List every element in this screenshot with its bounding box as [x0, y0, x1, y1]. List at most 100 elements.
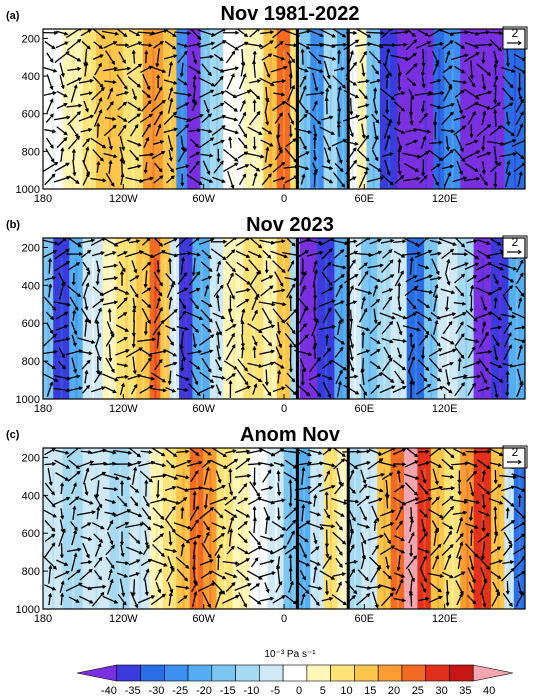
wind-arrow	[366, 31, 384, 34]
wind-arrow	[277, 471, 280, 482]
wind-arrow-head	[245, 558, 251, 562]
wind-arrow-head	[414, 453, 419, 458]
wind-arrow-head	[325, 591, 330, 596]
wind-arrow-head	[301, 592, 306, 598]
wind-arrow-head	[75, 180, 80, 184]
value-streak	[436, 468, 439, 609]
wind-arrow	[79, 92, 92, 96]
wind-arrow	[336, 582, 342, 593]
wind-arrow-head	[449, 495, 454, 500]
wind-arrow-head	[291, 530, 295, 535]
wind-arrow	[180, 62, 184, 77]
wind-arrow	[366, 473, 384, 480]
wind-arrow-head	[148, 43, 153, 48]
wind-arrow-head	[136, 239, 141, 244]
wind-arrow-head	[291, 330, 296, 335]
wind-arrow	[272, 289, 285, 293]
wind-arrow	[513, 521, 525, 530]
wind-arrow-head	[312, 307, 317, 312]
wind-arrow-head	[390, 509, 396, 514]
wind-arrow	[312, 72, 318, 91]
wind-arrow	[54, 261, 70, 272]
wind-arrow-head	[509, 84, 514, 89]
wind-arrow	[488, 448, 503, 456]
wind-arrow	[456, 593, 463, 606]
wind-arrow	[96, 162, 100, 173]
wind-arrow	[453, 148, 466, 162]
wind-arrow	[325, 580, 328, 595]
wind-arrow-head	[302, 285, 306, 290]
y-tick-label: 800	[22, 566, 40, 578]
wind-arrow	[84, 370, 88, 384]
wind-arrow	[82, 283, 89, 299]
wind-arrow	[450, 54, 468, 61]
wind-arrow-head	[208, 318, 213, 323]
wind-arrow-head	[243, 603, 247, 608]
wind-arrow	[323, 508, 330, 519]
wind-arrow-head	[402, 448, 407, 452]
wind-arrow	[167, 556, 173, 570]
wind-arrow	[514, 338, 525, 343]
wind-arrow	[96, 260, 100, 273]
wind-arrow-head	[305, 166, 310, 171]
wind-arrow	[80, 350, 92, 355]
wind-arrow-head	[51, 461, 57, 466]
wind-arrow	[84, 319, 88, 337]
wind-arrow-head	[328, 282, 333, 287]
wind-arrow	[478, 358, 489, 372]
wind-arrow	[127, 165, 141, 170]
wind-arrow	[390, 54, 408, 60]
wind-arrow-head	[388, 296, 393, 301]
wind-arrow-head	[319, 33, 324, 37]
wind-arrow	[241, 346, 244, 359]
wind-arrow	[57, 360, 66, 370]
wind-arrow-head	[184, 326, 190, 331]
wind-arrow	[56, 559, 68, 566]
colorbar-cell	[401, 664, 427, 682]
wind-arrow-head	[327, 347, 331, 352]
wind-arrow-head	[208, 268, 213, 273]
wind-arrow-head	[519, 259, 524, 264]
wind-arrow-head	[135, 32, 141, 36]
wind-arrow-head	[374, 157, 379, 162]
wind-arrow-head	[51, 542, 56, 547]
wind-arrow	[225, 373, 236, 382]
wind-arrow-head	[301, 466, 306, 472]
wind-arrow	[130, 384, 138, 395]
wind-arrow	[345, 31, 357, 34]
wind-arrow-head	[493, 108, 498, 114]
wind-arrow-head	[180, 367, 185, 372]
wind-arrow	[477, 459, 490, 469]
wind-arrow	[199, 559, 213, 566]
wind-arrow	[193, 492, 196, 510]
wind-arrow	[67, 471, 81, 482]
wind-arrow	[392, 359, 406, 371]
wind-arrow-head	[279, 112, 283, 117]
wind-arrow	[442, 522, 453, 530]
wind-arrow-head	[302, 75, 307, 80]
wind-arrow-head	[252, 99, 257, 104]
wind-arrow-head	[389, 181, 394, 186]
wind-arrow	[506, 48, 509, 66]
wind-arrow	[118, 261, 126, 272]
wind-arrow-head	[496, 591, 500, 596]
wind-arrow-head	[278, 580, 283, 586]
value-streak	[451, 49, 454, 189]
wind-arrow	[393, 127, 405, 134]
wind-arrow	[130, 591, 139, 608]
wind-arrow-head	[497, 47, 502, 52]
wind-arrow-head	[52, 306, 57, 311]
wind-arrow	[446, 296, 449, 311]
wind-arrow	[270, 66, 287, 73]
wind-arrow	[499, 153, 516, 158]
wind-arrow	[53, 301, 70, 306]
wind-arrow	[465, 461, 478, 467]
wind-arrow	[420, 582, 426, 593]
wind-arrow	[479, 174, 488, 186]
wind-arrow	[53, 374, 70, 380]
wind-arrow	[452, 375, 467, 380]
wind-arrow-head	[192, 490, 197, 496]
wind-arrow	[264, 98, 269, 114]
wind-arrow-head	[402, 315, 408, 320]
wind-arrow-head	[353, 159, 358, 164]
